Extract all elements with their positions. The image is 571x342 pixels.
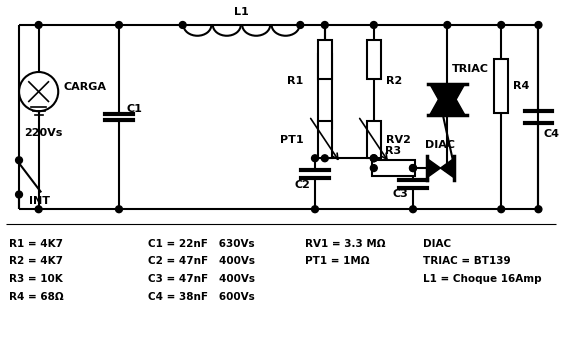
Circle shape (35, 206, 42, 213)
Text: RV1 = 3.3 MΩ: RV1 = 3.3 MΩ (305, 239, 385, 249)
Text: R3 = 10K: R3 = 10K (9, 274, 63, 284)
Text: C2 = 47nF   400Vs: C2 = 47nF 400Vs (148, 256, 255, 266)
Circle shape (321, 155, 328, 162)
Text: PT1: PT1 (280, 135, 303, 145)
Circle shape (297, 22, 304, 28)
Polygon shape (440, 158, 454, 178)
Bar (318, 40, 332, 79)
Text: PT1 = 1MΩ: PT1 = 1MΩ (305, 256, 369, 266)
Circle shape (115, 206, 122, 213)
Circle shape (409, 165, 416, 171)
Circle shape (312, 155, 319, 162)
Text: R4: R4 (513, 81, 529, 91)
Text: R3: R3 (385, 146, 401, 156)
Circle shape (371, 155, 377, 162)
Text: TRIAC = BT139: TRIAC = BT139 (423, 256, 510, 266)
Circle shape (179, 22, 186, 28)
Circle shape (535, 22, 542, 28)
Polygon shape (429, 84, 465, 115)
Circle shape (444, 165, 451, 171)
Circle shape (535, 206, 542, 213)
Bar (372, 160, 415, 176)
Text: C2: C2 (294, 180, 310, 190)
Bar (367, 121, 381, 158)
Circle shape (15, 191, 22, 198)
Circle shape (444, 22, 451, 28)
Text: C4 = 38nF   600Vs: C4 = 38nF 600Vs (148, 291, 255, 302)
Text: R1: R1 (287, 76, 303, 86)
Text: RV2: RV2 (385, 135, 411, 145)
Bar (367, 40, 381, 79)
Text: TRIAC: TRIAC (452, 64, 489, 74)
Text: C1 = 22nF   630Vs: C1 = 22nF 630Vs (148, 239, 255, 249)
Circle shape (115, 22, 122, 28)
Circle shape (498, 22, 505, 28)
Circle shape (409, 206, 416, 213)
Text: INT: INT (29, 196, 50, 206)
Circle shape (409, 165, 416, 171)
Circle shape (35, 22, 42, 28)
Circle shape (371, 165, 377, 171)
Text: R2: R2 (385, 76, 402, 86)
Text: C1: C1 (127, 104, 143, 114)
Circle shape (371, 22, 377, 28)
Bar (318, 54, 332, 128)
Text: DIAC: DIAC (423, 239, 451, 249)
Text: C3 = 47nF   400Vs: C3 = 47nF 400Vs (148, 274, 255, 284)
Text: R1 = 4K7: R1 = 4K7 (9, 239, 63, 249)
Bar (318, 121, 332, 158)
Text: C4: C4 (544, 129, 560, 139)
Text: CARGA: CARGA (63, 82, 106, 92)
Circle shape (321, 22, 328, 28)
Text: R2 = 4K7: R2 = 4K7 (9, 256, 63, 266)
Text: L1: L1 (234, 7, 249, 17)
Text: DIAC: DIAC (425, 141, 456, 150)
Polygon shape (429, 84, 465, 115)
Circle shape (371, 155, 377, 162)
Text: R4 = 68Ω: R4 = 68Ω (9, 291, 64, 302)
Polygon shape (427, 158, 440, 178)
Text: L1 = Choque 16Amp: L1 = Choque 16Amp (423, 274, 541, 284)
Circle shape (312, 206, 319, 213)
Bar (494, 59, 508, 113)
Text: 220Vs: 220Vs (24, 128, 62, 138)
Circle shape (498, 206, 505, 213)
Text: C3: C3 (392, 189, 408, 199)
Circle shape (15, 157, 22, 164)
